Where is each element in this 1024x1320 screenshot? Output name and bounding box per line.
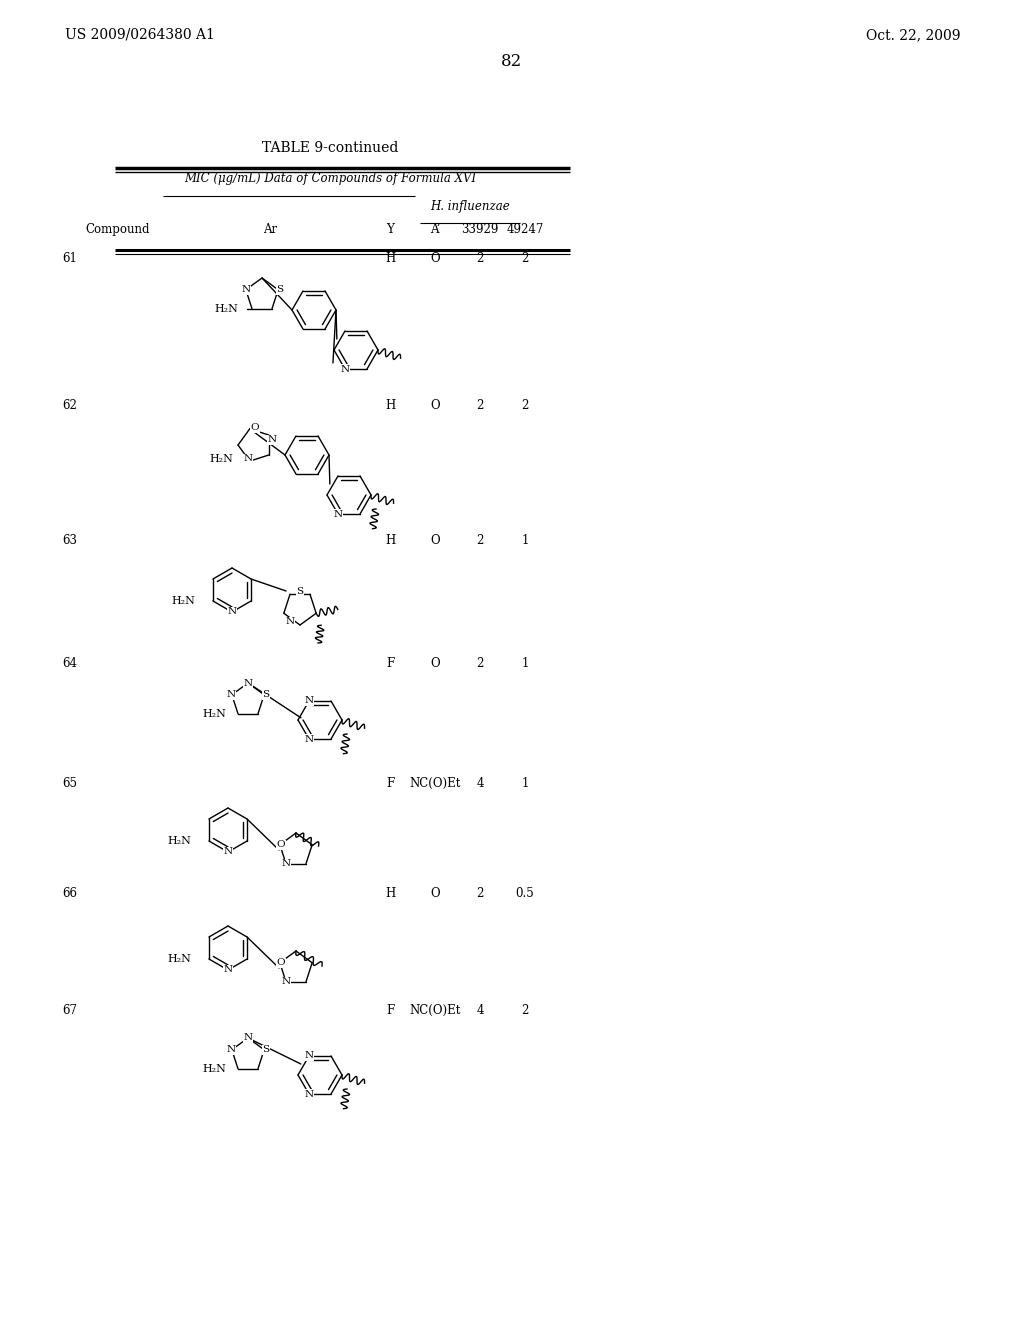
Text: N: N	[334, 510, 343, 519]
Text: 0.5: 0.5	[516, 887, 535, 900]
Text: H: H	[385, 887, 395, 900]
Text: 33929: 33929	[462, 223, 499, 236]
Text: N: N	[282, 977, 291, 986]
Text: 49247: 49247	[506, 223, 544, 236]
Text: N: N	[267, 436, 276, 445]
Text: O: O	[430, 399, 440, 412]
Text: H₂N: H₂N	[202, 1064, 226, 1073]
Text: H: H	[385, 399, 395, 412]
Text: N: N	[304, 734, 313, 743]
Text: N: N	[340, 364, 349, 374]
Text: O: O	[430, 657, 440, 671]
Text: H₂N: H₂N	[209, 454, 233, 463]
Text: N: N	[304, 697, 313, 705]
Text: O: O	[430, 535, 440, 546]
Text: US 2009/0264380 A1: US 2009/0264380 A1	[65, 28, 215, 42]
Text: O: O	[276, 841, 285, 849]
Text: 1: 1	[521, 657, 528, 671]
Text: S: S	[262, 1045, 269, 1055]
Text: 67: 67	[62, 1005, 78, 1016]
Text: N: N	[242, 285, 251, 294]
Text: 63: 63	[62, 535, 78, 546]
Text: N: N	[227, 607, 237, 616]
Text: F: F	[386, 777, 394, 789]
Text: N: N	[244, 678, 253, 688]
Text: 4: 4	[476, 1005, 483, 1016]
Text: N: N	[282, 859, 291, 869]
Text: N: N	[244, 1034, 253, 1043]
Text: Compound: Compound	[85, 223, 150, 236]
Text: 66: 66	[62, 887, 78, 900]
Text: H₂N: H₂N	[202, 709, 226, 719]
Text: 1: 1	[521, 535, 528, 546]
Text: N: N	[244, 454, 253, 463]
Text: 2: 2	[476, 887, 483, 900]
Text: 82: 82	[502, 53, 522, 70]
Text: 61: 61	[62, 252, 78, 265]
Text: N: N	[226, 1045, 236, 1055]
Text: 62: 62	[62, 399, 78, 412]
Text: S: S	[276, 285, 284, 294]
Text: N: N	[304, 1052, 313, 1060]
Text: 2: 2	[476, 657, 483, 671]
Text: 4: 4	[476, 777, 483, 789]
Text: Oct. 22, 2009: Oct. 22, 2009	[865, 28, 961, 42]
Text: S: S	[262, 690, 269, 700]
Text: H₂N: H₂N	[167, 836, 190, 846]
Text: Ar: Ar	[263, 223, 278, 236]
Text: N: N	[304, 1089, 313, 1098]
Text: O: O	[276, 958, 285, 968]
Text: 1: 1	[521, 777, 528, 789]
Text: 2: 2	[521, 1005, 528, 1016]
Text: NC(O)Et: NC(O)Et	[410, 1005, 461, 1016]
Text: 2: 2	[476, 399, 483, 412]
Text: H: H	[385, 535, 395, 546]
Text: TABLE 9-continued: TABLE 9-continued	[262, 141, 398, 154]
Text: N: N	[226, 690, 236, 700]
Text: 2: 2	[476, 252, 483, 265]
Text: H. influenzae: H. influenzae	[430, 201, 510, 213]
Text: MIC (μg/mL) Data of Compounds of Formula XVI: MIC (μg/mL) Data of Compounds of Formula…	[184, 172, 476, 185]
Text: 65: 65	[62, 777, 78, 789]
Text: N: N	[223, 847, 232, 857]
Text: F: F	[386, 1005, 394, 1016]
Text: 64: 64	[62, 657, 78, 671]
Text: 2: 2	[476, 535, 483, 546]
Text: S: S	[296, 587, 303, 597]
Text: O: O	[430, 887, 440, 900]
Text: 2: 2	[521, 399, 528, 412]
Text: H: H	[385, 252, 395, 265]
Text: NC(O)Et: NC(O)Et	[410, 777, 461, 789]
Text: H₂N: H₂N	[171, 597, 195, 606]
Text: H₂N: H₂N	[214, 304, 238, 314]
Text: N: N	[286, 618, 295, 626]
Text: O: O	[430, 252, 440, 265]
Text: Y: Y	[386, 223, 394, 236]
Text: H₂N: H₂N	[167, 954, 190, 964]
Text: O: O	[251, 424, 259, 433]
Text: 2: 2	[521, 252, 528, 265]
Text: A’: A’	[430, 223, 440, 236]
Text: N: N	[223, 965, 232, 974]
Text: F: F	[386, 657, 394, 671]
